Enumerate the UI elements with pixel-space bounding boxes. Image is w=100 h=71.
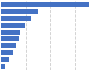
Bar: [1, 50, 13, 55]
Bar: [1, 36, 19, 41]
Bar: [1, 2, 89, 7]
Bar: [1, 16, 31, 21]
Bar: [1, 30, 20, 35]
Bar: [1, 23, 25, 28]
Bar: [1, 9, 38, 14]
Bar: [1, 57, 9, 62]
Bar: [1, 43, 16, 48]
Bar: [1, 64, 5, 69]
